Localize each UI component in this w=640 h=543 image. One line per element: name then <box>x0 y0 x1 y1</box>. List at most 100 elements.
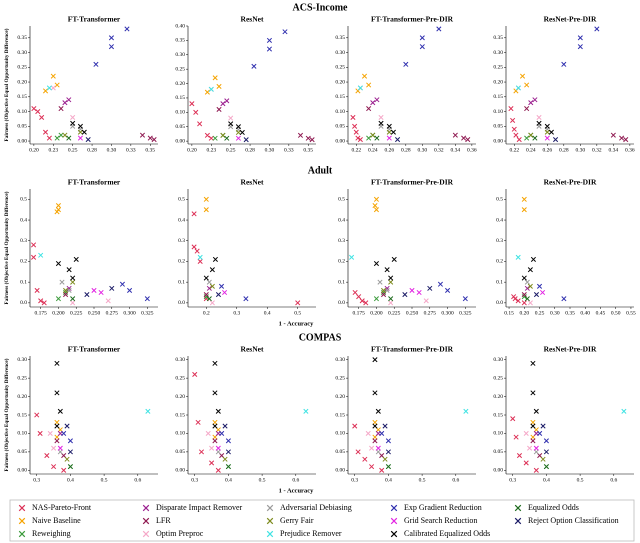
y-tick-label: 0.05 <box>175 124 185 130</box>
scatter-point <box>204 132 210 138</box>
scatter-point <box>77 129 83 135</box>
legend-label: Prejudice Remover <box>280 529 342 538</box>
chart-title: FT-Transformer-Pre-DIR <box>371 178 454 187</box>
y-tick-label: 0.10 <box>335 431 345 437</box>
legend-label: Adversarial Debiasing <box>280 503 352 512</box>
scatter-point <box>388 296 394 302</box>
y-tick-label: 0.5 <box>338 197 345 203</box>
scatter-point <box>388 275 394 281</box>
y-tick-label: 0.0 <box>178 300 185 306</box>
y-tick-label: 0.1 <box>178 279 185 285</box>
scatter-point <box>543 449 549 455</box>
scatter-point <box>59 279 65 285</box>
scatter-point <box>147 135 153 141</box>
scatter-point <box>220 101 226 107</box>
y-tick-label: 0.00 <box>17 138 27 144</box>
scatter-point <box>222 456 228 462</box>
scatter-point <box>521 300 527 306</box>
scatter-point <box>385 449 391 455</box>
scatter-point <box>57 445 63 451</box>
y-tick-label: 0.00 <box>175 468 185 474</box>
scatter-point <box>362 456 368 462</box>
y-tick-label: 0.25 <box>17 65 27 71</box>
y-tick-label: 0.05 <box>17 449 27 455</box>
scatter-point <box>77 135 83 141</box>
row-title: COMPAS <box>299 332 342 343</box>
legend-label: Calibrated Equalized Odds <box>404 529 490 538</box>
y-tick-label: 0.10 <box>17 109 27 115</box>
legend-marker <box>266 517 274 525</box>
scatter-point <box>209 300 215 306</box>
scatter-point <box>452 132 458 138</box>
legend-label: NAS-Pareto-Front <box>32 503 92 512</box>
scatter-point <box>577 35 583 41</box>
legend-label: Reject Option Classification <box>528 516 619 525</box>
scatter-point <box>189 101 195 107</box>
x-tick-label: 0.33 <box>284 147 294 153</box>
scatter-point <box>521 207 527 213</box>
scatter-point <box>85 137 91 143</box>
scatter-point <box>353 129 359 135</box>
y-tick-label: 0.30 <box>493 357 503 363</box>
scatter-point <box>50 85 56 91</box>
scatter-point <box>369 445 375 451</box>
scatter-point <box>224 98 230 104</box>
scatter-point <box>191 211 197 217</box>
x-tick-label: 0.275 <box>106 310 119 316</box>
chart-title: ResNet-Pre-DIR <box>544 345 597 354</box>
scatter-point <box>208 86 214 92</box>
y-tick-label: 0.00 <box>175 138 185 144</box>
x-tick-label: 0.30 <box>550 310 560 316</box>
legend-marker <box>514 504 522 512</box>
x-tick-label: 0.30 <box>576 147 586 153</box>
chart-title: ResNet <box>241 15 264 24</box>
scatter-point <box>309 137 315 143</box>
x-tick-label: 0.25 <box>68 147 78 153</box>
y-tick-label: 0.05 <box>175 449 185 455</box>
scatter-point <box>58 106 64 112</box>
x-tick-label: 0.2 <box>203 310 210 316</box>
y-tick-label: 0.25 <box>493 65 503 71</box>
legend-label: Disparate Impact Remover <box>156 503 243 512</box>
scatter-point <box>144 296 150 302</box>
x-tick-label: 0.4 <box>225 477 232 483</box>
scatter-point <box>31 254 37 260</box>
y-tick-label: 0.0 <box>496 300 503 306</box>
scatter-point <box>108 44 115 50</box>
scatter-point <box>218 283 225 289</box>
scatter-point <box>386 123 392 129</box>
scatter-point <box>197 254 203 260</box>
x-tick-label: 0.35 <box>145 147 155 153</box>
x-tick-label: 0.45 <box>596 310 606 316</box>
legend-marker <box>142 504 150 512</box>
scatter-point <box>34 287 40 293</box>
scatter-point <box>197 121 203 127</box>
x-tick-label: 0.175 <box>352 310 365 316</box>
scatter-point <box>530 423 536 429</box>
y-tick-label: 0.20 <box>493 394 503 400</box>
scatter-point <box>91 287 97 293</box>
x-tick-label: 0.33 <box>126 147 136 153</box>
y-tick-label: 0.15 <box>17 412 27 418</box>
y-tick-label: 0.3 <box>338 238 345 244</box>
x-tick-label: 0.250 <box>406 310 419 316</box>
y-tick-label: 0.25 <box>175 66 185 72</box>
x-tick-label: 0.25 <box>535 310 545 316</box>
scatter-point <box>621 408 627 414</box>
scatter-point <box>524 106 530 112</box>
scatter-point <box>66 285 72 291</box>
scatter-point <box>62 132 68 138</box>
x-tick-label: 0.6 <box>134 477 141 483</box>
scatter-point <box>366 82 372 88</box>
scatter-point <box>55 296 61 302</box>
scatter-point <box>388 279 394 285</box>
y-tick-label: 0.00 <box>335 468 345 474</box>
x-tick-label: 0.3 <box>33 477 40 483</box>
scatter-point <box>530 438 536 444</box>
y-tick-label: 0.3 <box>20 238 27 244</box>
scatter-point <box>363 300 369 306</box>
y-tick-label: 0.1 <box>496 279 503 285</box>
scatter-point <box>375 449 381 455</box>
x-tick-label: 0.6 <box>610 477 617 483</box>
